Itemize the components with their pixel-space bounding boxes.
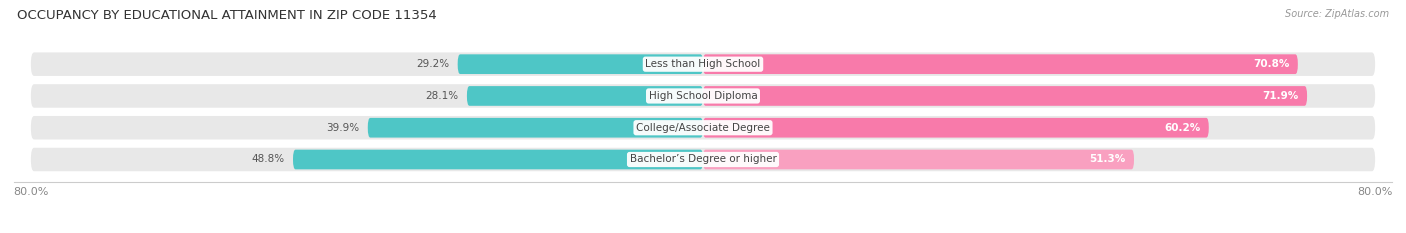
Text: 51.3%: 51.3% bbox=[1090, 154, 1126, 164]
FancyBboxPatch shape bbox=[292, 150, 703, 169]
FancyBboxPatch shape bbox=[703, 54, 1298, 74]
Text: 39.9%: 39.9% bbox=[326, 123, 360, 133]
Text: 48.8%: 48.8% bbox=[252, 154, 284, 164]
FancyBboxPatch shape bbox=[31, 148, 1375, 171]
FancyBboxPatch shape bbox=[703, 150, 1135, 169]
Text: 70.8%: 70.8% bbox=[1253, 59, 1289, 69]
Text: High School Diploma: High School Diploma bbox=[648, 91, 758, 101]
Text: 28.1%: 28.1% bbox=[426, 91, 458, 101]
Text: 60.2%: 60.2% bbox=[1164, 123, 1201, 133]
FancyBboxPatch shape bbox=[458, 54, 703, 74]
Text: Source: ZipAtlas.com: Source: ZipAtlas.com bbox=[1285, 9, 1389, 19]
Text: 71.9%: 71.9% bbox=[1263, 91, 1299, 101]
Text: Bachelor’s Degree or higher: Bachelor’s Degree or higher bbox=[630, 154, 776, 164]
FancyBboxPatch shape bbox=[368, 118, 703, 137]
Text: Less than High School: Less than High School bbox=[645, 59, 761, 69]
FancyBboxPatch shape bbox=[31, 116, 1375, 140]
Text: OCCUPANCY BY EDUCATIONAL ATTAINMENT IN ZIP CODE 11354: OCCUPANCY BY EDUCATIONAL ATTAINMENT IN Z… bbox=[17, 9, 437, 22]
FancyBboxPatch shape bbox=[31, 84, 1375, 108]
FancyBboxPatch shape bbox=[467, 86, 703, 106]
FancyBboxPatch shape bbox=[703, 86, 1308, 106]
FancyBboxPatch shape bbox=[31, 52, 1375, 76]
Text: 29.2%: 29.2% bbox=[416, 59, 450, 69]
FancyBboxPatch shape bbox=[703, 118, 1209, 137]
Text: College/Associate Degree: College/Associate Degree bbox=[636, 123, 770, 133]
